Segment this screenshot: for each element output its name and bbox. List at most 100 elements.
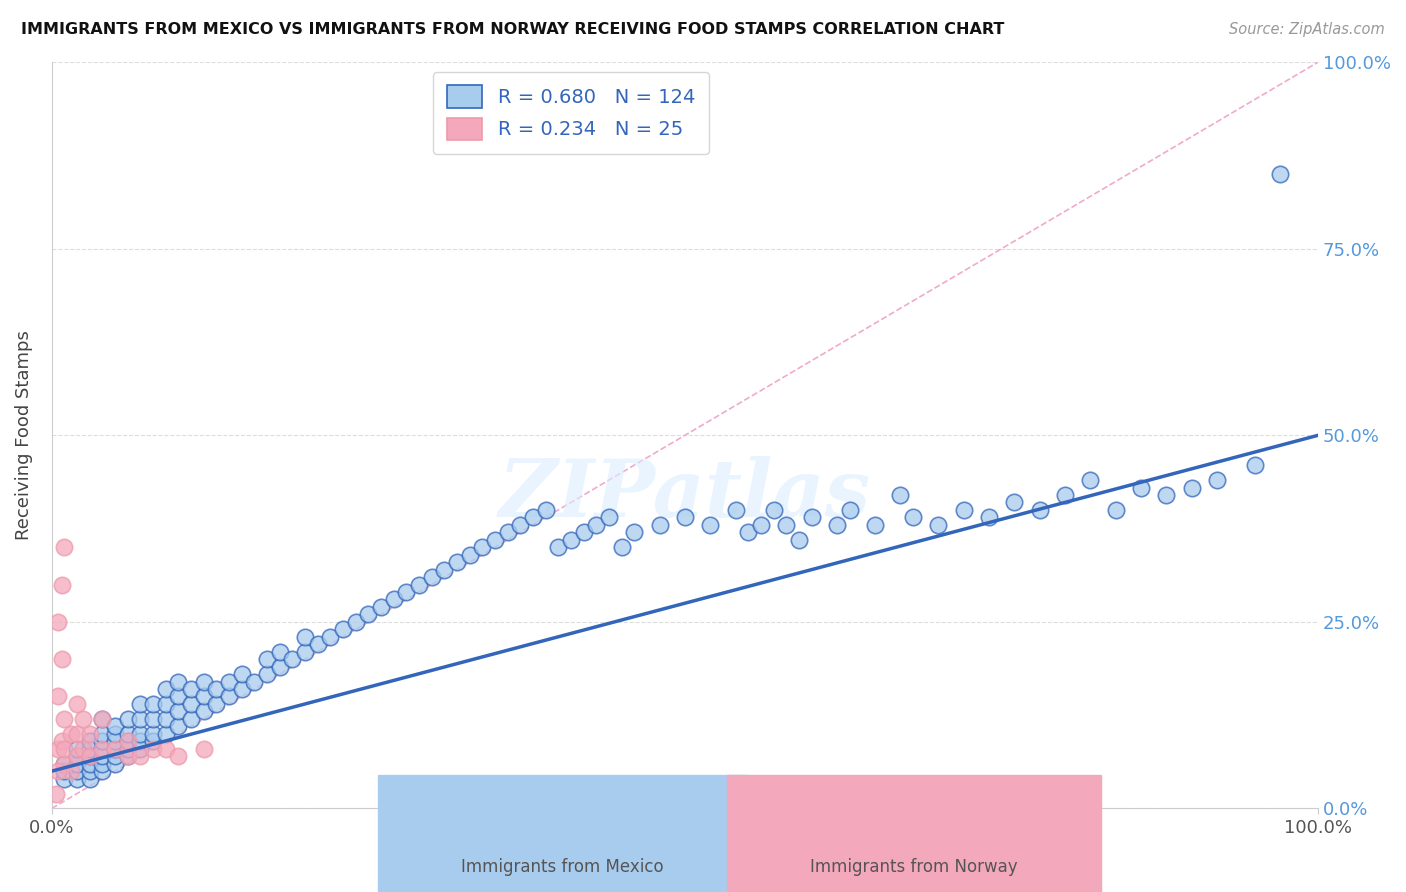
Point <box>180 712 202 726</box>
Point <box>395 585 418 599</box>
Point <box>117 734 139 748</box>
Point <box>53 712 76 726</box>
Point <box>142 712 165 726</box>
Point <box>51 734 73 748</box>
Point <box>231 681 253 696</box>
Point <box>129 697 152 711</box>
Point <box>53 756 76 771</box>
Point <box>1078 473 1101 487</box>
Point <box>1268 167 1291 181</box>
Point <box>91 727 114 741</box>
Point <box>749 517 772 532</box>
Point <box>91 741 114 756</box>
Point <box>91 734 114 748</box>
Point <box>307 637 329 651</box>
Point <box>59 764 82 778</box>
Point <box>281 652 304 666</box>
Point <box>269 659 291 673</box>
Point <box>218 690 240 704</box>
Point <box>610 540 633 554</box>
Text: Immigrants from Mexico: Immigrants from Mexico <box>461 858 664 876</box>
Legend: R = 0.680   N = 124, R = 0.234   N = 25: R = 0.680 N = 124, R = 0.234 N = 25 <box>433 72 709 153</box>
Point <box>142 741 165 756</box>
Point <box>66 764 89 778</box>
Point <box>79 727 101 741</box>
Point <box>117 749 139 764</box>
Point <box>104 749 127 764</box>
Point <box>977 510 1000 524</box>
Point <box>66 772 89 786</box>
Point <box>129 712 152 726</box>
Point <box>420 570 443 584</box>
Y-axis label: Receiving Food Stamps: Receiving Food Stamps <box>15 330 32 541</box>
Point <box>952 503 974 517</box>
Point <box>129 727 152 741</box>
Point <box>193 705 215 719</box>
Point <box>46 690 69 704</box>
Point <box>46 615 69 629</box>
Point <box>129 741 152 756</box>
Text: IMMIGRANTS FROM MEXICO VS IMMIGRANTS FROM NORWAY RECEIVING FOOD STAMPS CORRELATI: IMMIGRANTS FROM MEXICO VS IMMIGRANTS FRO… <box>21 22 1004 37</box>
Point <box>838 503 860 517</box>
Point <box>66 749 89 764</box>
Point <box>117 712 139 726</box>
Point <box>180 697 202 711</box>
Point <box>484 533 506 547</box>
Point <box>534 503 557 517</box>
Point <box>104 727 127 741</box>
Point <box>1243 458 1265 472</box>
Point <box>1129 481 1152 495</box>
Point <box>66 749 89 764</box>
Point <box>269 645 291 659</box>
Point <box>332 623 354 637</box>
Point <box>205 681 228 696</box>
Point <box>458 548 481 562</box>
Point <box>344 615 367 629</box>
Point <box>446 555 468 569</box>
Point <box>66 727 89 741</box>
Point <box>1180 481 1202 495</box>
Point <box>560 533 582 547</box>
Point <box>1053 488 1076 502</box>
Point <box>129 749 152 764</box>
Point <box>79 772 101 786</box>
Point <box>104 734 127 748</box>
Point <box>142 697 165 711</box>
Point <box>509 517 531 532</box>
Point <box>72 741 94 756</box>
Point <box>1205 473 1227 487</box>
Point <box>91 756 114 771</box>
Point <box>724 503 747 517</box>
Point <box>294 630 316 644</box>
Point <box>91 741 114 756</box>
Point <box>382 592 405 607</box>
Point <box>104 741 127 756</box>
Point <box>585 517 607 532</box>
Point <box>142 727 165 741</box>
Point <box>737 525 759 540</box>
Point <box>471 540 494 554</box>
Point <box>800 510 823 524</box>
Point <box>825 517 848 532</box>
Point <box>1028 503 1050 517</box>
Point <box>155 712 177 726</box>
Point <box>889 488 911 502</box>
Point <box>205 697 228 711</box>
Point <box>256 652 278 666</box>
Point <box>231 667 253 681</box>
Point <box>496 525 519 540</box>
Point <box>104 756 127 771</box>
Point <box>53 764 76 778</box>
Point <box>218 674 240 689</box>
Point <box>79 749 101 764</box>
Point <box>155 681 177 696</box>
Point <box>927 517 949 532</box>
Point <box>53 540 76 554</box>
Point <box>572 525 595 540</box>
Point <box>167 719 190 733</box>
Point <box>673 510 696 524</box>
Point <box>51 577 73 591</box>
Point <box>79 756 101 771</box>
Point <box>79 764 101 778</box>
Point <box>72 712 94 726</box>
